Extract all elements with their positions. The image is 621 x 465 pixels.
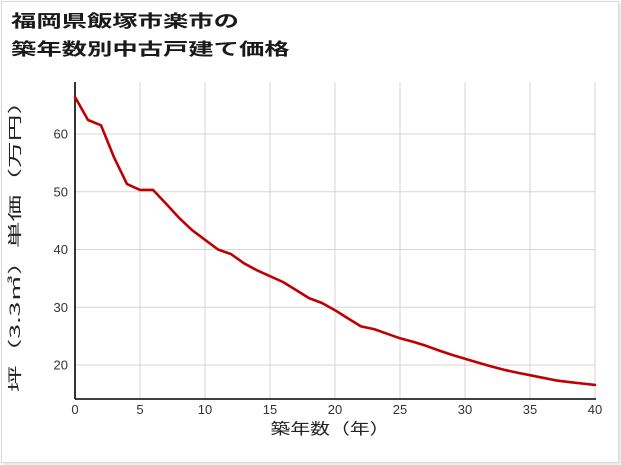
svg-text:60: 60 (54, 127, 68, 142)
svg-text:15: 15 (263, 402, 277, 417)
svg-text:40: 40 (588, 402, 602, 417)
svg-text:50: 50 (54, 184, 68, 199)
svg-text:35: 35 (523, 402, 537, 417)
svg-text:0: 0 (71, 402, 78, 417)
svg-text:30: 30 (458, 402, 472, 417)
svg-text:20: 20 (54, 358, 68, 373)
svg-text:築年数（年）: 築年数（年） (270, 417, 389, 440)
svg-text:40: 40 (54, 242, 68, 257)
svg-text:30: 30 (54, 300, 68, 315)
svg-text:5: 5 (136, 402, 143, 417)
svg-text:20: 20 (328, 402, 342, 417)
svg-text:坪（3.3㎥）単価（万円）: 坪（3.3㎥）単価（万円） (4, 88, 24, 392)
svg-text:10: 10 (198, 402, 212, 417)
svg-text:25: 25 (393, 402, 407, 417)
